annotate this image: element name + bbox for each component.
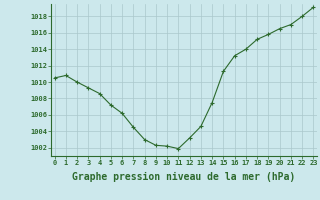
X-axis label: Graphe pression niveau de la mer (hPa): Graphe pression niveau de la mer (hPa): [72, 172, 296, 182]
